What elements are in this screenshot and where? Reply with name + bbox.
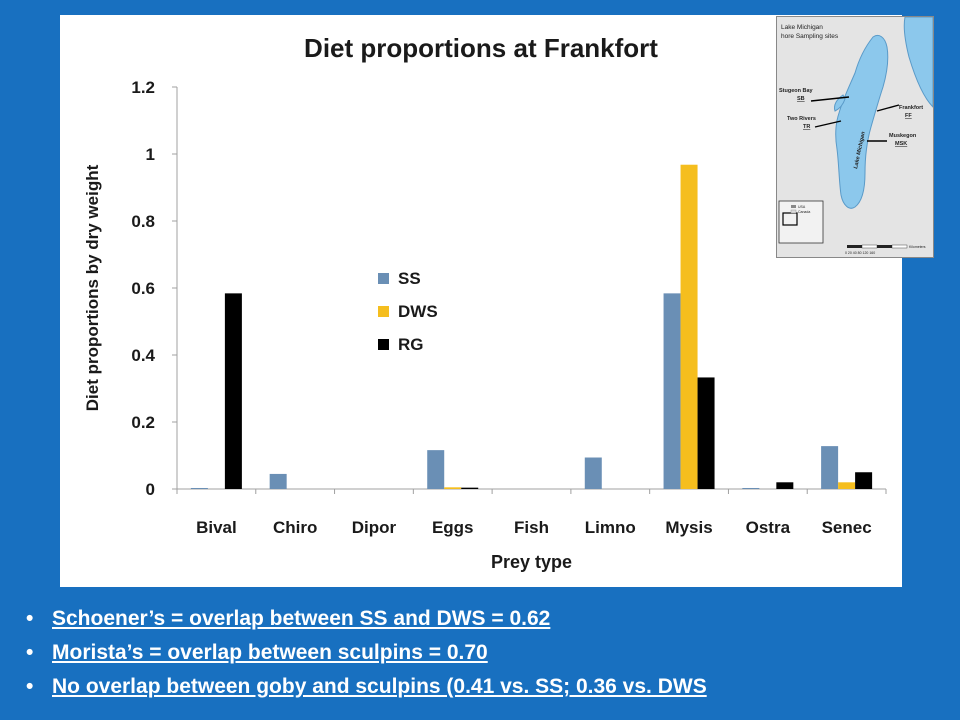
bar-dws-mysis [680,164,698,489]
bullet-text: Schoener’s = overlap between SS and DWS … [52,607,551,630]
bullet-text: Morista’s = overlap between sculpins = 0… [52,641,488,664]
y-tick-label: 0.6 [131,279,155,298]
y-tick-label: 0.8 [131,212,155,231]
x-tick-label: Limno [585,518,636,537]
y-tick-label: 1 [146,145,155,164]
y-tick-label: 0.4 [131,346,155,365]
overview-highlight-box [782,212,798,226]
bar-ss-senec [821,446,839,489]
site-name-tr: Two Rivers [787,116,816,122]
bar-dws-eggs [444,487,462,489]
legend-swatch-dws [378,306,389,317]
y-axis-label: Diet proportions by dry weight [83,164,102,411]
bar-dws-senec [838,482,856,489]
bar-rg-senec [855,472,873,489]
site-arrows [810,96,900,142]
site-name-sb: Stugeon Bay [779,88,814,94]
legend-usa-swatch [791,205,796,208]
chart-panel: Diet proportions at Frankfort 0 0.2 0.4 0.6 0… [60,15,902,587]
y-tick-label: 1.2 [131,78,155,97]
site-name-msk: Muskegon [889,133,917,139]
x-tick-label: Eggs [432,518,474,537]
legend-swatch-ss [378,273,389,284]
bullet-item: • Morista’s = overlap between sculpins = … [26,636,946,670]
x-tick-label: Ostra [746,518,791,537]
x-tick-label: Senec [822,518,872,537]
legend-label-ss: SS [398,269,421,288]
bullet-marker: • [26,641,34,664]
site-code-ff: FF [905,113,912,119]
arrow-sb [810,96,850,102]
arrow-ff [876,104,900,112]
bar-rg-bival [224,293,242,489]
legend-label-dws: DWS [398,302,438,321]
green-bay-shape [834,94,846,112]
bar-ss-limno [584,457,602,489]
scale-label: Kilometers [909,245,926,249]
bullet-item: • No overlap between goby and sculpins (0… [26,670,946,704]
bar-ss-ostra [742,487,760,489]
x-tick-label: Chiro [273,518,317,537]
legend-usa-label: USA [798,205,806,209]
x-tick-label: Dipor [352,518,397,537]
bullet-list: • Schoener’s = overlap between SS and DWS… [26,602,946,704]
scale-bar-segment [891,244,908,249]
bullet-marker: • [26,675,34,698]
x-axis-label: Prey type [491,552,572,572]
bar-ss-chiro [269,473,287,489]
bar-ss-eggs [427,450,445,489]
legend-canada-swatch [790,209,797,214]
chart-title: Diet proportions at Frankfort [304,33,658,63]
arrow-tr [814,120,842,128]
lake-huron-shape [903,17,933,108]
lake-shape [835,34,889,209]
x-tick-label: Bival [196,518,237,537]
y-tick-label: 0.2 [131,413,155,432]
bullet-text: No overlap between goby and sculpins (0.… [52,675,707,698]
bar-ss-bival [190,487,208,489]
legend-label-rg: RG [398,335,424,354]
site-name-ff: Frankfort [899,105,923,111]
bullet-marker: • [26,607,34,630]
bar-chart: Diet proportions at Frankfort 0 0.2 0.4 0.6 0… [83,33,887,572]
site-code-tr: TR [803,124,810,130]
legend-swatch-rg [378,339,389,350]
map-title-line1: Lake Michigan [781,24,823,31]
bar-rg-ostra [776,482,794,489]
bar-rg-mysis [697,377,715,489]
bullet-item: • Schoener’s = overlap between SS and DWS… [26,602,946,636]
x-tick-label: Fish [514,518,549,537]
bar-rg-eggs [461,487,479,489]
scale-bar-segment [861,244,878,249]
scale-ticks: 0 20 40 80 120 160 [845,251,875,255]
overview-inset [778,200,824,244]
lake-michigan-map: Lake Michigan hore Sampling sites Stugeo… [778,17,933,255]
map-inset: Lake Michigan hore Sampling sites Stugeo… [776,16,934,258]
y-tick-label: 0 [146,480,155,499]
x-tick-label: Mysis [665,518,712,537]
site-code-sb: SB [797,96,805,102]
site-code-msk: MSK [895,141,907,147]
map-title-line2: hore Sampling sites [781,33,839,40]
bar-ss-mysis [663,293,681,489]
legend-canada-label: Canada [798,210,810,214]
